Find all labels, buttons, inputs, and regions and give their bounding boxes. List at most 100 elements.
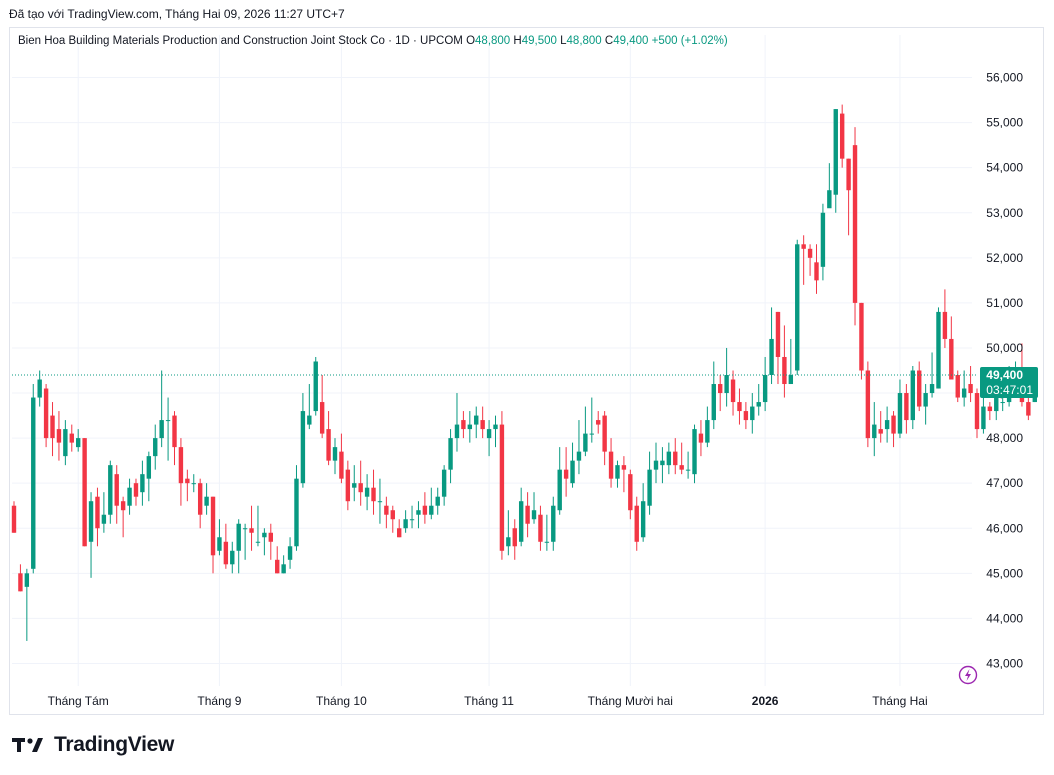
candle-up: [31, 384, 36, 574]
candle-body: [262, 532, 267, 538]
candle-body: [140, 474, 145, 493]
ohlc-legend: Bien Hoa Building Materials Production a…: [18, 35, 728, 47]
chart-frame[interactable]: [9, 27, 1044, 715]
candle-body: [223, 541, 229, 565]
candle-body: [859, 302, 864, 371]
candle-up: [332, 438, 338, 475]
candle-body: [705, 420, 710, 443]
candle-up: [872, 402, 877, 457]
candle-down: [737, 388, 742, 425]
candle-up: [403, 510, 408, 533]
candle-body: [718, 384, 723, 394]
candle-up: [583, 406, 588, 457]
candle-body: [557, 469, 562, 511]
candle-down: [942, 289, 948, 348]
candle-body: [313, 361, 318, 412]
candle-down: [878, 411, 883, 443]
candle-body: [884, 420, 890, 430]
candle-body: [1000, 402, 1005, 404]
candle-down: [499, 411, 505, 560]
candle-body: [172, 415, 177, 448]
candle-down: [987, 402, 993, 421]
candle-body: [583, 433, 588, 452]
candle-down: [249, 505, 254, 551]
candle-body: [628, 474, 633, 511]
candle-body: [788, 375, 794, 385]
candle-body: [429, 505, 434, 515]
candle-up: [364, 474, 370, 511]
candle-body: [210, 496, 216, 556]
candle-up: [108, 460, 113, 524]
candle-down: [730, 370, 736, 416]
candle-body: [961, 388, 967, 398]
candle-body: [608, 451, 614, 479]
candle-up: [692, 424, 697, 484]
candle-body: [846, 158, 851, 191]
candle-up: [37, 370, 42, 407]
candle-down: [339, 433, 344, 484]
y-tick-label: 54,000: [986, 161, 1023, 175]
candle-body: [101, 514, 107, 524]
candle-body: [307, 415, 312, 425]
lightning-icon[interactable]: [958, 665, 978, 685]
candle-down: [358, 460, 363, 506]
candle-up: [615, 460, 620, 488]
candle-down: [718, 375, 723, 412]
tradingview-logo[interactable]: TradingView: [12, 733, 174, 757]
candle-up: [833, 109, 838, 213]
candle-up: [287, 537, 293, 569]
candle-body: [499, 424, 505, 551]
candle-body: [120, 501, 126, 511]
candle-up: [204, 483, 209, 515]
candle-up: [557, 447, 562, 515]
candle-body: [377, 501, 383, 503]
lightning-icon-bolt: [965, 669, 971, 681]
candle-up: [429, 487, 434, 520]
candle-down: [974, 388, 980, 439]
candle-down: [949, 316, 954, 380]
candle-body: [942, 311, 948, 339]
candle-body: [11, 505, 17, 533]
candle-body: [69, 433, 74, 443]
high-label: H: [513, 35, 522, 47]
candle-down: [621, 456, 627, 493]
candle-down: [120, 496, 126, 538]
candle-up: [961, 370, 967, 407]
candle-body: [18, 573, 23, 592]
y-tick-label: 47,000: [986, 476, 1023, 490]
candle-body: [281, 564, 286, 574]
candle-down: [390, 505, 395, 533]
symbol-title[interactable]: Bien Hoa Building Materials Production a…: [18, 35, 463, 47]
candle-body: [904, 393, 909, 421]
candle-body: [602, 415, 607, 452]
candle-body: [153, 438, 158, 457]
candle-body: [403, 519, 408, 529]
candle-body: [474, 415, 479, 425]
candle-down: [11, 501, 17, 533]
candle-body: [775, 311, 781, 357]
candle-down: [673, 438, 678, 475]
close-label: C: [604, 35, 614, 47]
price-badge-value: 49,400: [986, 368, 1023, 382]
candle-body: [673, 451, 678, 466]
candle-body: [114, 474, 119, 506]
candle-up: [486, 420, 492, 457]
candle-down: [801, 235, 806, 285]
candle-body: [88, 501, 94, 542]
candle-body: [95, 496, 100, 529]
candle-down: [865, 361, 871, 448]
candle-body: [872, 424, 877, 439]
candle-down: [596, 411, 601, 434]
low-label: L: [560, 35, 567, 47]
candle-body: [275, 559, 280, 574]
candle-up: [441, 465, 447, 506]
candle-body: [31, 397, 36, 569]
candle-down: [525, 492, 530, 538]
candle-body: [692, 429, 697, 475]
candle-up: [827, 163, 832, 209]
candle-body: [384, 505, 389, 515]
candle-down: [114, 465, 119, 524]
change-value: +500 (+1.02%): [651, 35, 728, 47]
candle-body: [730, 379, 736, 403]
